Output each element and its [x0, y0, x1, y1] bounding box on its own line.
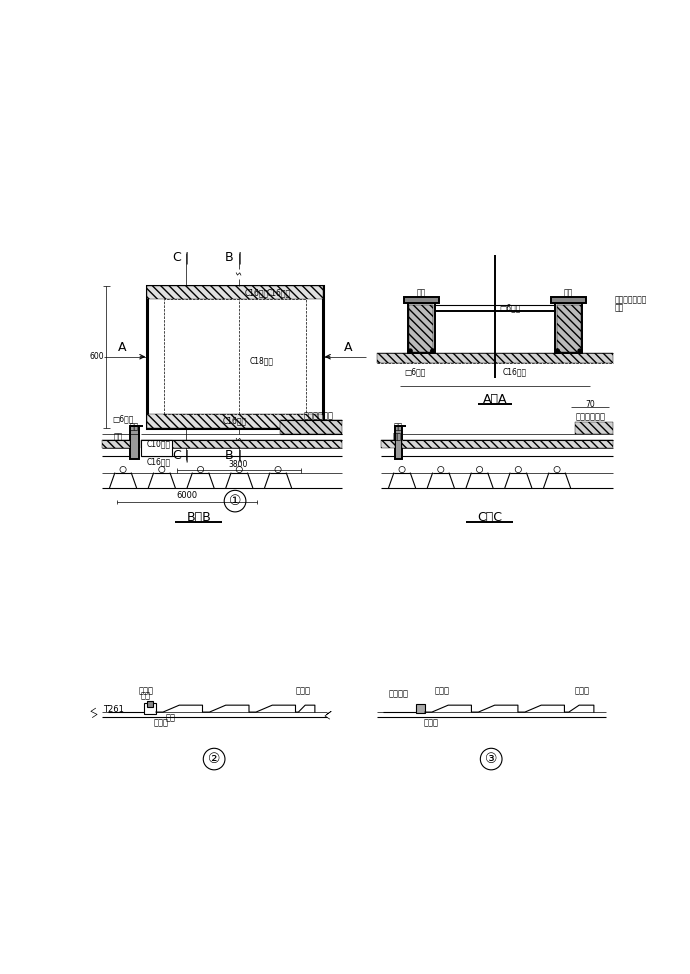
- Text: C16檩条: C16檩条: [503, 367, 527, 376]
- Text: 密封膏: 密封膏: [139, 686, 153, 695]
- Bar: [415, 703, 425, 713]
- Text: 彩色钢板: 彩色钢板: [388, 690, 408, 698]
- Text: 扣盖: 扣盖: [141, 692, 151, 700]
- Text: 聚氨酯软泡棉: 聚氨酯软泡棉: [304, 411, 334, 420]
- Bar: [147, 414, 324, 428]
- Text: ①: ①: [229, 494, 242, 508]
- Bar: [395, 427, 402, 459]
- Bar: [555, 303, 582, 354]
- Circle shape: [555, 349, 560, 353]
- Bar: [147, 701, 153, 707]
- Text: ②: ②: [208, 752, 220, 767]
- Text: □6檩条: □6檩条: [112, 414, 134, 424]
- Bar: [551, 297, 586, 303]
- Text: 防水: 防水: [113, 432, 123, 441]
- Text: C: C: [172, 449, 181, 463]
- Text: |: |: [237, 449, 242, 463]
- Text: 包角: 包角: [417, 288, 426, 297]
- Bar: [147, 285, 324, 428]
- Text: C10檩条: C10檩条: [147, 439, 171, 449]
- Circle shape: [431, 349, 435, 353]
- Bar: [144, 703, 156, 714]
- Text: 600: 600: [90, 353, 104, 361]
- Text: □6檩条: □6檩条: [404, 367, 425, 376]
- Text: A: A: [118, 341, 126, 354]
- Text: C16檩条: C16檩条: [267, 288, 291, 297]
- Bar: [402, 440, 613, 448]
- Text: B: B: [225, 449, 234, 463]
- Text: C16檩条: C16檩条: [223, 417, 247, 426]
- Text: C16檩条: C16檩条: [147, 458, 171, 467]
- Bar: [164, 299, 306, 414]
- Text: 采光带: 采光带: [296, 686, 310, 695]
- Text: 70: 70: [585, 400, 595, 409]
- Text: |: |: [184, 449, 188, 463]
- Text: T261: T261: [103, 704, 124, 714]
- Text: |: |: [184, 251, 188, 264]
- Text: C: C: [172, 251, 181, 264]
- Text: 采光板: 采光板: [575, 686, 590, 695]
- Circle shape: [408, 349, 412, 353]
- Text: 密封膏: 密封膏: [435, 686, 450, 695]
- Bar: [557, 305, 581, 352]
- Text: 防水: 防水: [615, 303, 624, 313]
- Text: 包角: 包角: [564, 288, 573, 297]
- Text: □6檩条: □6檩条: [499, 303, 520, 313]
- Text: 彩色保温复合板: 彩色保温复合板: [615, 296, 647, 305]
- Text: 自攻钉: 自攻钉: [154, 719, 168, 728]
- Text: C18檩条: C18檩条: [249, 356, 273, 365]
- Text: B: B: [225, 251, 234, 264]
- Text: 板角: 板角: [394, 422, 403, 431]
- Bar: [147, 285, 324, 299]
- Bar: [409, 305, 433, 352]
- Bar: [141, 440, 342, 448]
- Bar: [130, 427, 139, 459]
- Bar: [377, 354, 613, 362]
- Bar: [280, 420, 342, 434]
- Bar: [408, 303, 435, 354]
- Bar: [575, 422, 613, 434]
- Text: A－A: A－A: [483, 393, 507, 406]
- Text: C－C: C－C: [477, 510, 502, 524]
- Bar: [101, 440, 130, 448]
- Text: C16檩条: C16檩条: [245, 288, 269, 297]
- Text: 氯氨酯软泡棉: 氯氨酯软泡棉: [575, 413, 606, 422]
- Text: A: A: [344, 341, 353, 354]
- Text: 自攻钉: 自攻钉: [424, 719, 438, 728]
- Text: 防水: 防水: [393, 432, 402, 441]
- Circle shape: [578, 349, 582, 353]
- Text: 支架: 支架: [166, 714, 175, 723]
- Text: ③: ③: [485, 752, 497, 767]
- Text: B－B: B－B: [186, 510, 211, 524]
- Bar: [141, 440, 172, 456]
- Text: 6000: 6000: [177, 491, 197, 501]
- Text: |: |: [237, 251, 242, 264]
- Text: 板角: 板角: [130, 422, 139, 431]
- Bar: [404, 297, 439, 303]
- Text: 3800: 3800: [229, 460, 248, 468]
- Bar: [381, 440, 395, 448]
